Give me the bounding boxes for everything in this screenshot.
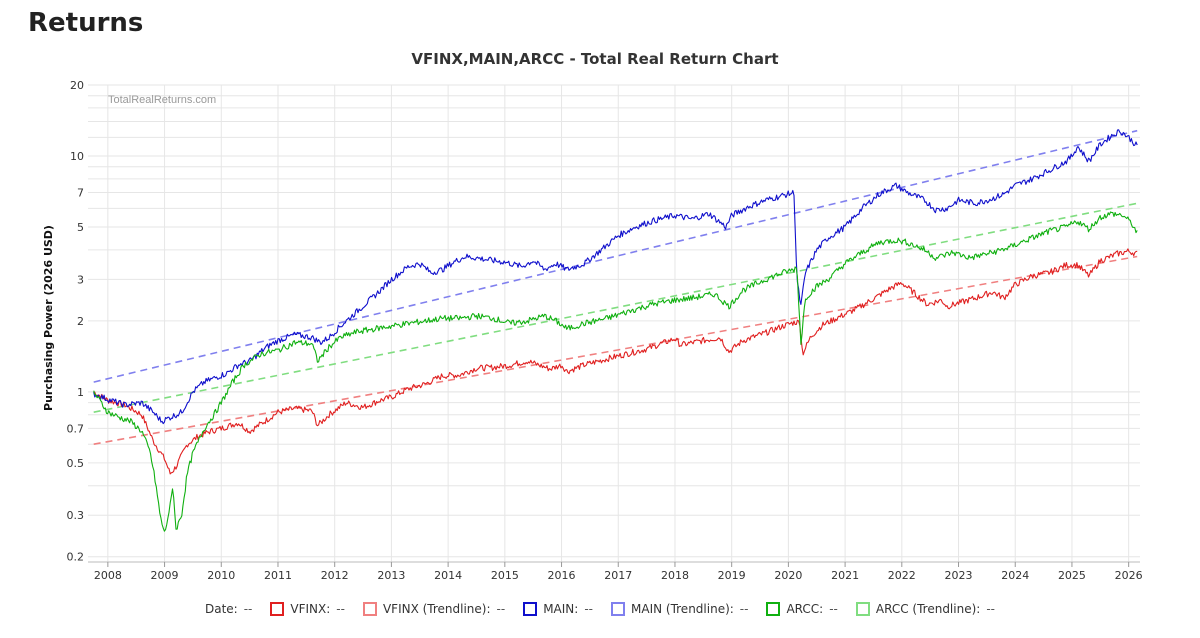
x-tick-label: 2008 (94, 569, 122, 582)
legend-item-main[interactable]: MAIN: -- (523, 602, 593, 616)
x-axis-ticks: 2008 2009 2010 2011 2012 2013 2014 2015 2016 2017… (94, 562, 1143, 582)
y-tick-label: 3 (77, 273, 84, 286)
series-main-trendline (93, 129, 1138, 383)
x-tick-label: 2023 (945, 569, 973, 582)
legend-item-label: MAIN: (543, 602, 579, 616)
legend-date: Date: -- (205, 602, 252, 616)
y-tick-label: 0.2 (67, 551, 85, 564)
x-tick-label: 2011 (264, 569, 292, 582)
y-tick-label: 2 (77, 315, 84, 328)
chart-legend: Date: -- VFINX: -- VFINX (Trendline): --… (0, 602, 1200, 616)
legend-swatch (523, 602, 538, 616)
x-tick-label: 2009 (151, 569, 179, 582)
legend-swatch (362, 602, 377, 616)
legend-swatch (766, 602, 781, 616)
legend-item-vfinx[interactable]: VFINX: -- (270, 602, 345, 616)
legend-item-main-trendline[interactable]: MAIN (Trendline): -- (611, 602, 748, 616)
chart-plot[interactable]: TotalRealReturns.com 0.2 0.3 0.5 0.7 1 2 3 5 7 10… (0, 0, 1200, 600)
legend-swatch (611, 602, 625, 616)
y-axis-ticks: 0.2 0.3 0.5 0.7 1 2 3 5 7 10 20 (67, 79, 85, 564)
legend-item-vfinx-trendline[interactable]: VFINX (Trendline): -- (362, 602, 506, 616)
x-tick-label: 2020 (774, 569, 802, 582)
series-arcc-trendline (93, 202, 1138, 413)
series-main (93, 129, 1138, 425)
y-axis-label: Purchasing Power (2026 USD) (42, 225, 55, 411)
y-tick-label: 0.5 (67, 457, 85, 470)
x-tick-label: 2025 (1058, 569, 1086, 582)
y-tick-label: 5 (77, 221, 84, 234)
x-tick-label: 2013 (377, 569, 405, 582)
legend-item-value: -- (336, 602, 345, 616)
series-arcc (93, 211, 1138, 532)
chart-title: VFINX,MAIN,ARCC - Total Real Return Char… (411, 50, 779, 68)
legend-item-label: MAIN (Trendline): (631, 602, 734, 616)
legend-date-label: Date: (204, 602, 238, 616)
y-tick-label: 7 (77, 187, 84, 200)
x-tick-label: 2016 (548, 569, 576, 582)
y-tick-label: 0.7 (67, 422, 85, 435)
x-tick-label: 2012 (321, 569, 349, 582)
legend-item-value: -- (739, 602, 749, 616)
x-tick-label: 2018 (661, 569, 689, 582)
legend-item-arcc[interactable]: ARCC: -- (766, 602, 838, 616)
y-tick-label: 1 (77, 386, 84, 399)
legend-date-value: -- (243, 602, 253, 616)
y-tick-label: 10 (70, 150, 84, 163)
watermark-text: TotalRealReturns.com (108, 94, 216, 106)
chart-grid (88, 84, 1140, 563)
chart-series (93, 129, 1138, 532)
legend-item-value: -- (986, 602, 995, 616)
series-vfinx-trendline (93, 255, 1138, 445)
x-tick-label: 2010 (207, 569, 235, 582)
page-title: Returns (28, 8, 144, 38)
legend-item-value: -- (829, 602, 838, 616)
legend-item-value: -- (496, 602, 506, 616)
y-tick-label: 20 (70, 79, 84, 92)
x-tick-label: 2019 (718, 569, 746, 582)
x-tick-label: 2026 (1115, 569, 1143, 582)
legend-item-value: -- (584, 602, 593, 616)
x-tick-label: 2014 (434, 569, 462, 582)
legend-swatch (270, 602, 285, 616)
legend-item-label: ARCC: (786, 602, 824, 616)
x-tick-label: 2021 (831, 569, 859, 582)
series-vfinx (93, 248, 1138, 475)
x-tick-label: 2022 (888, 569, 916, 582)
x-tick-label: 2015 (491, 569, 519, 582)
legend-swatch (855, 602, 870, 616)
legend-item-label: ARCC (Trendline): (875, 602, 981, 616)
y-tick-label: 0.3 (67, 509, 85, 522)
legend-item-arcc-trendline[interactable]: ARCC (Trendline): -- (855, 602, 995, 616)
legend-item-label: VFINX: (290, 602, 331, 616)
legend-item-label: VFINX (Trendline): (382, 602, 491, 616)
x-tick-label: 2024 (1001, 569, 1029, 582)
x-tick-label: 2017 (604, 569, 632, 582)
